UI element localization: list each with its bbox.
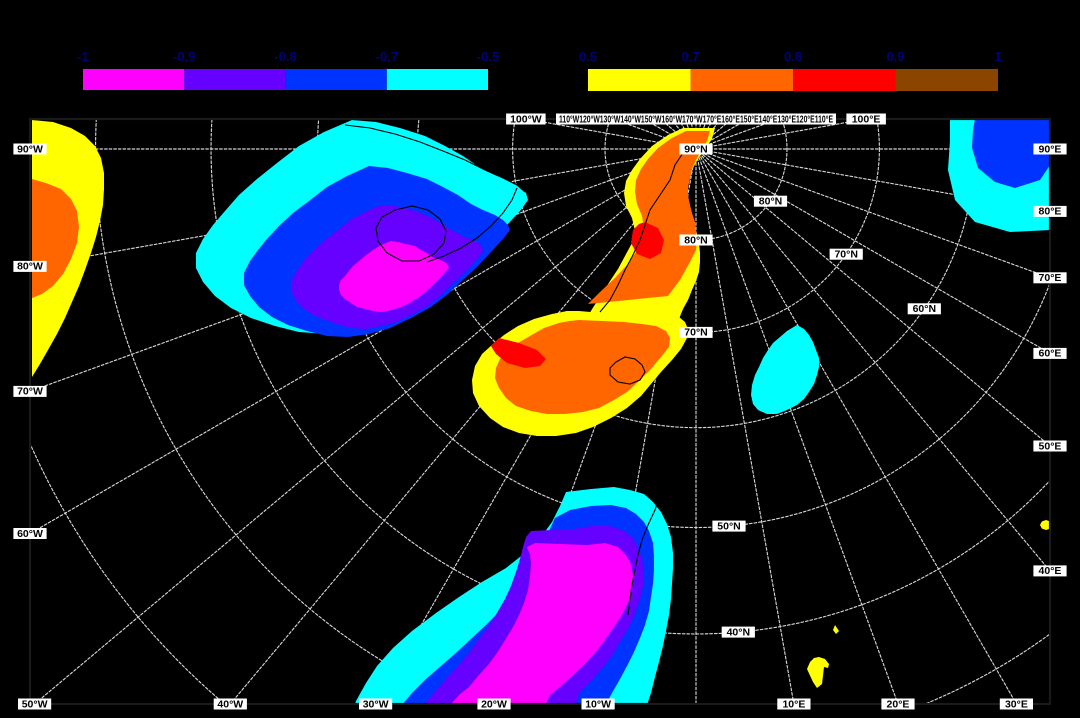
svg-text:100°W: 100°W <box>510 113 542 125</box>
svg-text:50°N: 50°N <box>717 520 740 532</box>
svg-text:70°N: 70°N <box>834 249 857 261</box>
svg-text:0.8: 0.8 <box>784 49 802 64</box>
svg-text:80°N: 80°N <box>759 196 782 208</box>
svg-text:40°W: 40°W <box>217 698 243 710</box>
svg-text:70°N: 70°N <box>684 327 707 339</box>
svg-text:90°E: 90°E <box>1039 143 1062 155</box>
svg-text:70°E: 70°E <box>1039 272 1062 284</box>
svg-text:-0.9: -0.9 <box>173 49 195 64</box>
svg-text:80°N: 80°N <box>684 234 707 246</box>
svg-text:70°W: 70°W <box>17 386 43 398</box>
svg-text:20°E: 20°E <box>887 698 910 710</box>
svg-text:80°W: 80°W <box>17 261 43 273</box>
svg-text:0.9: 0.9 <box>886 49 904 64</box>
svg-text:-1: -1 <box>77 49 89 64</box>
svg-text:60°E: 60°E <box>1039 348 1062 360</box>
svg-text:30°W: 30°W <box>363 698 389 710</box>
svg-text:20°W: 20°W <box>481 698 507 710</box>
svg-text:90°W: 90°W <box>17 143 43 155</box>
svg-text:-0.7: -0.7 <box>376 49 398 64</box>
svg-text:-0.8: -0.8 <box>274 49 296 64</box>
svg-text:110°W120°W130°W140°W150°W160°W: 110°W120°W130°W140°W150°W160°W170°W170°E… <box>559 113 833 125</box>
svg-text:10°E: 10°E <box>782 698 805 710</box>
svg-text:0.5: 0.5 <box>579 49 597 64</box>
svg-text:50°E: 50°E <box>1039 440 1062 452</box>
svg-text:60°N: 60°N <box>913 303 936 315</box>
svg-text:60°W: 60°W <box>17 528 43 540</box>
svg-text:40°E: 40°E <box>1039 565 1062 577</box>
svg-text:90°N: 90°N <box>684 143 707 155</box>
svg-text:-0.5: -0.5 <box>477 49 499 64</box>
svg-text:0.7: 0.7 <box>681 49 699 64</box>
svg-text:100°E: 100°E <box>852 113 881 125</box>
svg-text:80°E: 80°E <box>1039 206 1062 218</box>
svg-text:1: 1 <box>994 49 1001 64</box>
svg-text:40°N: 40°N <box>727 626 750 638</box>
svg-text:50°W: 50°W <box>22 698 48 710</box>
svg-text:30°E: 30°E <box>1005 698 1028 710</box>
svg-text:10°W: 10°W <box>585 698 611 710</box>
